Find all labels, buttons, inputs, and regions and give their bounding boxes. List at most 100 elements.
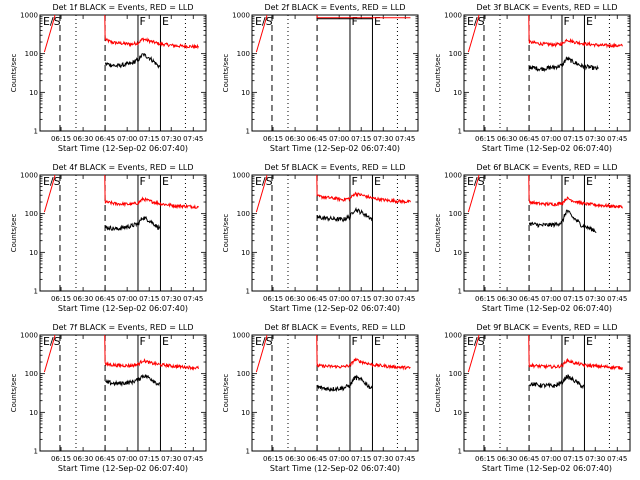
x-tick-label: 06:30: [497, 135, 517, 143]
panel-3: Det 3f BLACK = Events, RED = LLD 1 10 100 10…: [434, 3, 631, 153]
marker-es: E/S: [43, 15, 61, 28]
x-tick-label: 07:15: [563, 135, 583, 143]
x-tick-label: 07:45: [607, 455, 627, 463]
y-tick-label: 1: [246, 128, 250, 136]
marker-f: F: [563, 175, 569, 188]
panel-4: Det 4f BLACK = Events, RED = LLD 1 10 100 10…: [10, 163, 207, 313]
plot-frame: [39, 334, 207, 452]
x-tick-label: 07:15: [563, 295, 583, 303]
y-axis-label: Counts/sec: [434, 54, 442, 93]
y-tick-label: 1000: [444, 332, 462, 340]
lld-series-rise: [467, 175, 480, 213]
marker-f: F: [139, 15, 145, 28]
panel-title: Det 1f BLACK = Events, RED = LLD: [52, 3, 193, 12]
panel-title: Det 4f BLACK = Events, RED = LLD: [52, 163, 193, 172]
marker-es: E/S: [467, 15, 485, 28]
x-tick-label: 06:15: [475, 455, 495, 463]
lld-series: [316, 15, 411, 19]
y-tick-label: 10: [453, 89, 462, 97]
x-axis-label: Start Time (12-Sep-02 06:07:40): [482, 304, 612, 313]
marker-e: E: [374, 335, 381, 348]
x-tick-label: 06:45: [95, 295, 115, 303]
y-tick-label: 1000: [232, 12, 250, 20]
marker-e: E: [162, 15, 169, 28]
y-axis-label: Counts/sec: [222, 214, 230, 253]
marker-e: E: [374, 175, 381, 188]
lld-series-rise: [467, 335, 480, 373]
y-tick-label: 100: [25, 210, 38, 218]
y-tick-label: 100: [237, 210, 250, 218]
plot-frame: [463, 334, 631, 452]
marker-es: E/S: [43, 175, 61, 188]
marker-f: F: [351, 15, 357, 28]
x-tick-label: 06:45: [307, 295, 327, 303]
x-axis-label: Start Time (12-Sep-02 06:07:40): [482, 464, 612, 473]
x-tick-label: 07:30: [161, 455, 181, 463]
x-tick-label: 07:15: [139, 295, 159, 303]
y-tick-label: 1000: [444, 172, 462, 180]
x-tick-label: 07:30: [161, 135, 181, 143]
panel-8: Det 8f BLACK = Events, RED = LLD 1 10 100 10…: [222, 323, 419, 473]
x-tick-label: 06:30: [285, 135, 305, 143]
x-tick-label: 06:45: [95, 135, 115, 143]
plot-frame: [251, 14, 419, 132]
x-tick-label: 06:30: [73, 455, 93, 463]
x-tick-label: 07:15: [351, 295, 371, 303]
lld-series: [104, 335, 199, 371]
x-tick-label: 06:30: [73, 135, 93, 143]
panel-1: Det 1f BLACK = Events, RED = LLD 1 10 100 10…: [10, 3, 207, 153]
marker-es: E/S: [255, 175, 273, 188]
x-axis-label: Start Time (12-Sep-02 06:07:40): [270, 464, 400, 473]
x-tick-label: 07:00: [541, 455, 561, 463]
events-series: [528, 209, 597, 234]
panel-title: Det 6f BLACK = Events, RED = LLD: [476, 163, 617, 172]
y-axis-label: Counts/sec: [222, 54, 230, 93]
x-tick-label: 07:45: [183, 135, 203, 143]
y-axis-label: Counts/sec: [10, 54, 18, 93]
x-tick-label: 06:15: [263, 455, 283, 463]
y-tick-label: 1000: [444, 12, 462, 20]
y-tick-label: 1: [34, 128, 38, 136]
y-tick-label: 100: [237, 50, 250, 58]
marker-f: F: [139, 175, 145, 188]
x-tick-label: 07:00: [329, 295, 349, 303]
x-tick-label: 07:00: [117, 295, 137, 303]
lld-series: [316, 175, 411, 205]
y-tick-label: 1: [458, 288, 462, 296]
x-tick-label: 06:15: [51, 455, 71, 463]
x-tick-label: 07:30: [373, 455, 393, 463]
x-tick-label: 07:00: [541, 135, 561, 143]
y-tick-label: 1: [458, 448, 462, 456]
x-tick-label: 07:45: [395, 295, 415, 303]
plot-frame: [463, 174, 631, 292]
panel-title: Det 7f BLACK = Events, RED = LLD: [52, 323, 193, 332]
x-tick-label: 07:00: [541, 295, 561, 303]
x-tick-label: 06:15: [475, 295, 495, 303]
x-tick-label: 06:45: [519, 455, 539, 463]
marker-e: E: [586, 175, 593, 188]
x-tick-label: 07:45: [395, 455, 415, 463]
x-tick-label: 07:30: [161, 295, 181, 303]
events-series: [316, 374, 373, 393]
x-axis-label: Start Time (12-Sep-02 06:07:40): [58, 144, 188, 153]
y-tick-label: 10: [29, 409, 38, 417]
events-series: [529, 374, 585, 390]
panel-title: Det 3f BLACK = Events, RED = LLD: [476, 3, 617, 12]
marker-e: E: [586, 335, 593, 348]
lld-series-rise: [255, 15, 268, 53]
x-tick-label: 06:30: [497, 455, 517, 463]
y-tick-label: 10: [241, 409, 250, 417]
x-axis-label: Start Time (12-Sep-02 06:07:40): [270, 304, 400, 313]
plot-frame: [39, 14, 207, 132]
y-tick-label: 1: [34, 288, 38, 296]
y-tick-label: 10: [453, 249, 462, 257]
lld-series: [528, 175, 623, 209]
panel-9: Det 9f BLACK = Events, RED = LLD 1 10 100 10…: [434, 323, 631, 473]
marker-es: E/S: [255, 335, 273, 348]
panel-2: Det 2f BLACK = Events, RED = LLD 1 10 100 10…: [222, 3, 419, 153]
events-series: [104, 53, 161, 69]
x-tick-label: 06:30: [285, 295, 305, 303]
marker-f: F: [139, 335, 145, 348]
y-tick-label: 1000: [20, 172, 38, 180]
